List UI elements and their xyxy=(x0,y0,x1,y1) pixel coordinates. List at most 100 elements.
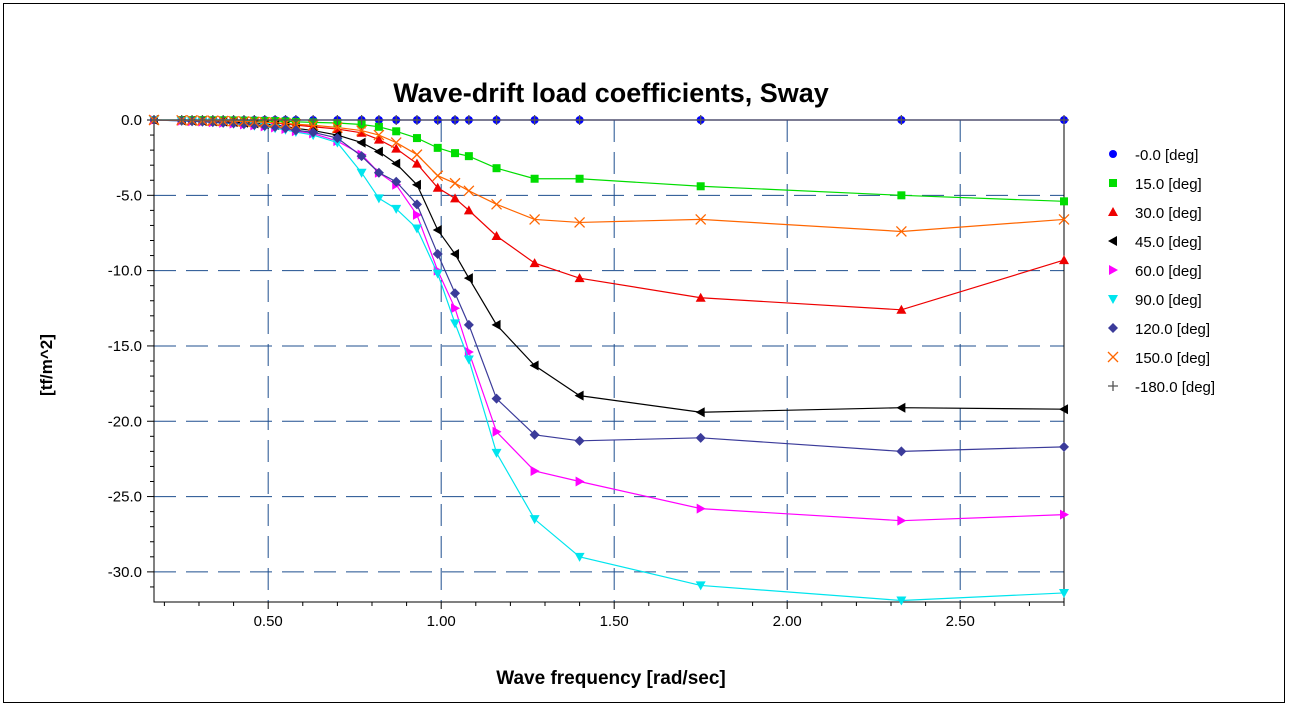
series-4-point xyxy=(412,209,422,220)
series-8-point xyxy=(290,115,301,125)
series-5-point xyxy=(896,596,907,606)
x-tick-label: 1.50 xyxy=(600,613,629,630)
y-axis-label: [tf/m^2] xyxy=(37,334,56,396)
legend-marker-7 xyxy=(1107,351,1119,363)
series-8-point xyxy=(529,115,540,125)
series-6-point xyxy=(1059,441,1069,452)
series-8-point xyxy=(207,115,218,125)
series-6-point xyxy=(411,199,422,210)
series-4-point xyxy=(492,426,502,437)
legend-marker-4 xyxy=(1109,265,1118,275)
series-8-point xyxy=(373,115,384,125)
x-tick-label: 2.00 xyxy=(773,613,802,630)
series-3-point xyxy=(574,390,584,401)
series-7-point xyxy=(307,119,319,131)
series-8-point xyxy=(228,115,239,125)
series-2-point xyxy=(356,127,367,137)
series-line-7 xyxy=(153,119,1065,233)
legend-label-8: -180.0 [deg] xyxy=(1135,379,1215,396)
series-7-point xyxy=(895,226,907,237)
series-line-3 xyxy=(153,119,1065,413)
series-6-point xyxy=(373,167,384,178)
series-8-point xyxy=(187,115,198,125)
series-5-point xyxy=(411,224,422,234)
series-5-point xyxy=(373,194,384,204)
chart-title: Wave-drift load coefficients, Sway xyxy=(393,78,829,108)
series-6-point xyxy=(259,120,270,131)
series-2-point xyxy=(529,258,540,268)
series-line-1 xyxy=(154,119,1065,202)
series-2-point xyxy=(391,143,402,153)
series-3-point xyxy=(411,179,421,190)
legend-label-1: 15.0 [deg] xyxy=(1135,176,1202,193)
series-5-point xyxy=(463,355,474,365)
series-line-2 xyxy=(153,119,1065,311)
series-8-point xyxy=(391,115,402,125)
series-2-point xyxy=(432,182,443,192)
series-line-5 xyxy=(153,119,1065,602)
legend-label-4: 60.0 [deg] xyxy=(1135,263,1202,280)
x-tick-label: 2.50 xyxy=(946,613,975,630)
series-7-point xyxy=(411,149,423,161)
series-8-point xyxy=(270,115,281,125)
series-6-point xyxy=(432,249,443,260)
series-2-point xyxy=(463,205,474,215)
series-8-point xyxy=(149,115,159,125)
series-2-point xyxy=(491,230,502,240)
series-6-point xyxy=(574,435,585,446)
x-tick-label: 0.50 xyxy=(254,613,283,630)
legend-label-5: 90.0 [deg] xyxy=(1135,292,1202,309)
series-5-point xyxy=(391,204,402,214)
series-3-point xyxy=(356,137,366,148)
legend-label-7: 150.0 [deg] xyxy=(1135,350,1210,367)
series-7-point xyxy=(390,137,402,149)
series-8-point xyxy=(896,115,907,125)
series-4-point xyxy=(451,303,461,314)
series-2-point xyxy=(373,134,384,144)
legend-marker-3 xyxy=(1108,236,1117,246)
series-8-point xyxy=(491,115,502,125)
series-3-point xyxy=(450,249,460,260)
series-7-point xyxy=(1058,213,1070,225)
legend-marker-5 xyxy=(1108,295,1118,304)
series-8-point xyxy=(197,115,208,125)
series-8-point xyxy=(695,115,706,125)
chart-canvas: Wave-drift load coefficients, Sway Wave … xyxy=(37,78,1215,689)
x-axis-label: Wave frequency [rad/sec] xyxy=(496,668,726,689)
series-1-point xyxy=(575,174,584,183)
series-1-point xyxy=(696,182,705,191)
series-5-point xyxy=(529,515,540,525)
series-6-point xyxy=(695,432,706,443)
series-6-point xyxy=(463,319,474,330)
series-4-point xyxy=(897,515,907,526)
legend-marker-8 xyxy=(1108,381,1118,391)
series-8-point xyxy=(450,115,461,125)
series-5-point xyxy=(356,168,367,178)
series-4-point xyxy=(530,465,540,476)
series-4-point xyxy=(575,476,585,487)
series-1-point xyxy=(897,191,906,200)
series-6-point xyxy=(308,127,319,138)
series-6-point xyxy=(491,393,502,404)
series-6-point xyxy=(450,288,461,299)
series-1-point xyxy=(412,134,421,143)
series-7-point xyxy=(356,125,368,137)
series-4-point xyxy=(1060,509,1069,520)
series-1-point xyxy=(433,143,442,152)
series-6-point xyxy=(391,176,402,187)
series-5-point xyxy=(432,269,443,279)
series-3-point xyxy=(1059,404,1068,415)
series-7-point xyxy=(373,129,385,141)
series-2-point xyxy=(896,304,907,314)
series-8-point xyxy=(280,115,291,125)
y-tick-label: -30.0 xyxy=(108,564,142,581)
series-5-point xyxy=(332,138,343,148)
series-8-point xyxy=(463,115,474,125)
series-2-point xyxy=(695,292,706,302)
chart-frame: Wave-drift load coefficients, Sway Wave … xyxy=(3,3,1285,703)
series-2-point xyxy=(574,273,585,283)
series-6-point xyxy=(896,446,907,457)
legend-marker-0 xyxy=(1109,150,1117,158)
legend-label-3: 45.0 [deg] xyxy=(1135,234,1202,251)
series-8-point xyxy=(308,115,319,125)
